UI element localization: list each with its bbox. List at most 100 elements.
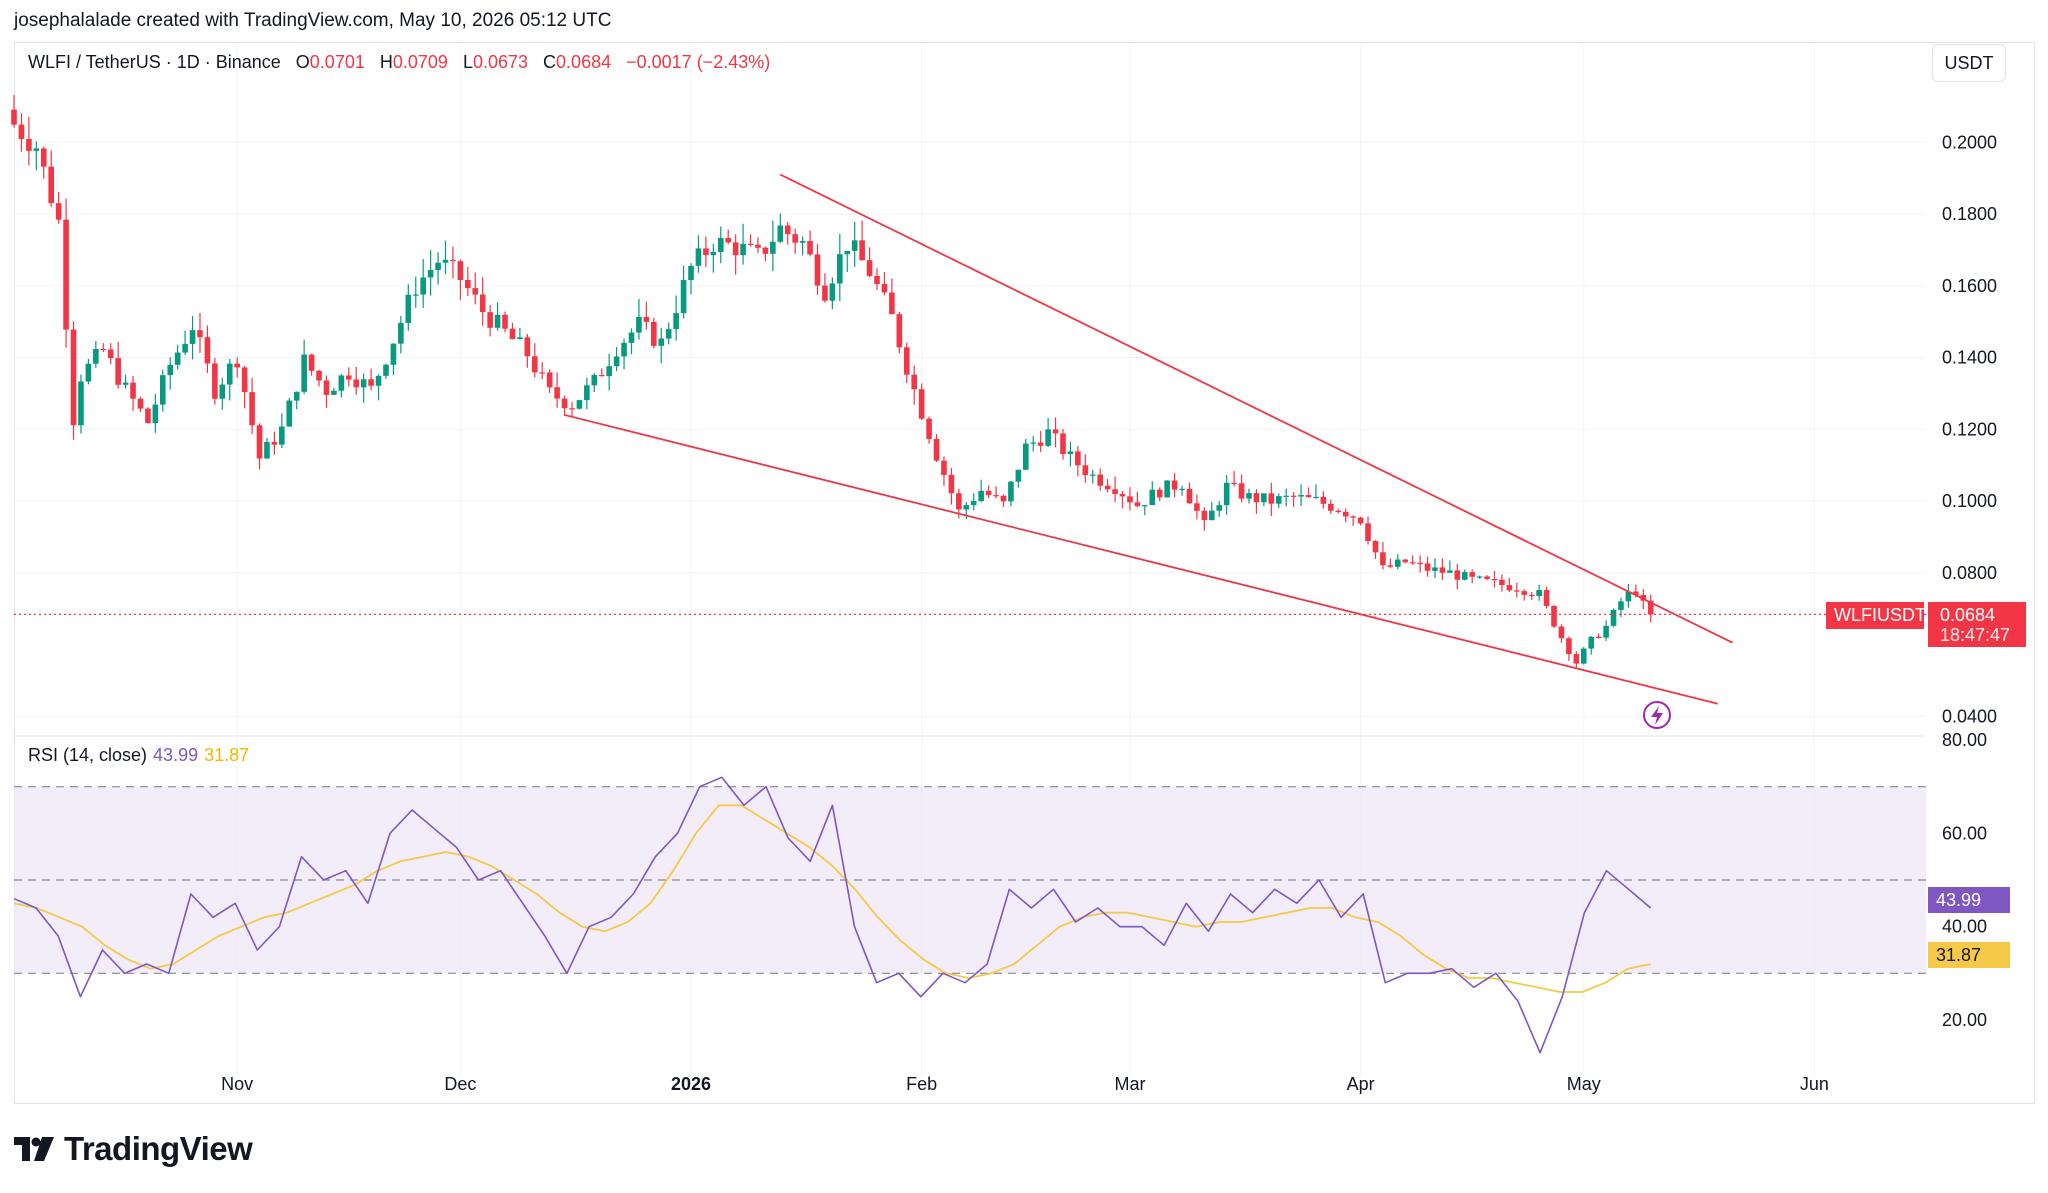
candle-body [316,370,322,381]
candle-body [1387,565,1394,567]
candle-body [1603,625,1609,638]
candle-body [338,375,345,391]
candle-body [755,244,761,248]
candle-body [152,404,159,423]
candle-body [1588,636,1595,649]
x-tick-label: Mar [1114,1074,1145,1094]
candle-body [1536,590,1542,596]
candle-body [167,364,174,376]
x-tick-label: Feb [906,1074,937,1094]
candle-body [851,240,858,251]
low-label: L [462,52,473,72]
candle-body [584,385,590,401]
candle-body [1268,493,1275,504]
candle-body [1246,493,1252,499]
candle-body [1179,488,1185,491]
candle-body [829,283,836,301]
x-tick-label: 2026 [671,1074,711,1094]
candle-body [420,277,426,295]
chart-credit: josephalalade created with TradingView.c… [14,10,612,31]
lightning-icon-bolt [1651,706,1663,725]
candle-body [1610,609,1617,626]
candle-body [137,398,144,409]
candle-body [770,241,776,254]
candle-body [933,438,940,461]
candle-body [1261,493,1267,503]
candle-body [353,379,360,388]
price-tick-label: 0.1400 [1942,348,1997,368]
candle-body [1089,474,1096,476]
candle-body [866,260,873,276]
candle-body [234,363,240,368]
change-value: −0.0017 (−2.43%) [626,52,771,72]
candle-body [360,379,367,388]
candle-body [1037,442,1044,446]
candle-body [1625,591,1632,602]
candle-body [561,398,568,409]
candle-body [680,280,687,314]
candle-body [1134,502,1141,507]
close-value: 0.0684 [556,52,612,72]
price-tick-label: 0.1000 [1942,491,1997,511]
candle-body [1104,485,1111,490]
rsi-ma-legend-value: 31.87 [204,745,250,765]
tradingview-logo[interactable]: TradingView [14,1130,253,1168]
candle-body [301,354,307,392]
candle-body [628,332,635,343]
price-tick-label: 0.1600 [1942,276,1997,296]
candle-body [1290,495,1297,497]
candle-body [33,148,40,151]
candle-body [1633,591,1639,596]
candle-body [799,241,806,243]
candle-body [732,242,739,256]
currency-unit-button[interactable]: USDT [1932,44,2006,82]
tradingview-logo-icon [14,1137,54,1161]
candle-body [1045,429,1051,446]
candle-body [256,425,263,459]
candle-body [398,322,404,344]
candle-body [219,384,226,399]
candle-body [1008,481,1014,502]
candle-body [1164,480,1170,498]
rsi-title[interactable]: RSI (14, close) [28,745,148,765]
candle-body [1127,496,1133,503]
candle-body [918,389,925,419]
candle-body [264,441,270,459]
candle-body [747,243,754,245]
candle-body [948,474,955,494]
candle-body [1424,563,1431,571]
symbol-label[interactable]: WLFI / TetherUS · 1D · Binance [28,52,281,72]
candle-body [985,490,992,496]
candle-body [822,285,828,301]
candle-body [1380,552,1386,566]
candle-body [100,349,107,351]
candle-body [1075,451,1081,466]
candle-body [1238,483,1245,499]
candle-body [293,391,300,401]
candle-body [472,288,479,295]
candle-body [279,426,285,445]
candle-body [345,375,352,380]
candle-body [710,252,717,256]
candle-body [107,349,114,359]
candle-body [1365,523,1371,541]
candle-body [1060,433,1066,455]
candle-body [1342,511,1349,517]
rsi-tick-label: 60.00 [1942,823,1987,843]
candle-body [115,358,121,385]
candle-body [122,382,129,385]
candle-body [1142,505,1148,507]
x-tick-label: Nov [221,1074,253,1094]
candle-body [777,225,784,242]
candle-body [636,316,642,333]
candle-body [130,382,136,399]
candle-body [1439,567,1446,573]
candle-body [1022,443,1029,470]
price-tick-label: 0.0400 [1942,706,1997,726]
candle-body [1275,496,1282,504]
candle-body [1417,562,1423,564]
close-label: C [543,52,557,72]
candle-body [1067,451,1074,455]
candle-body [1320,496,1327,504]
